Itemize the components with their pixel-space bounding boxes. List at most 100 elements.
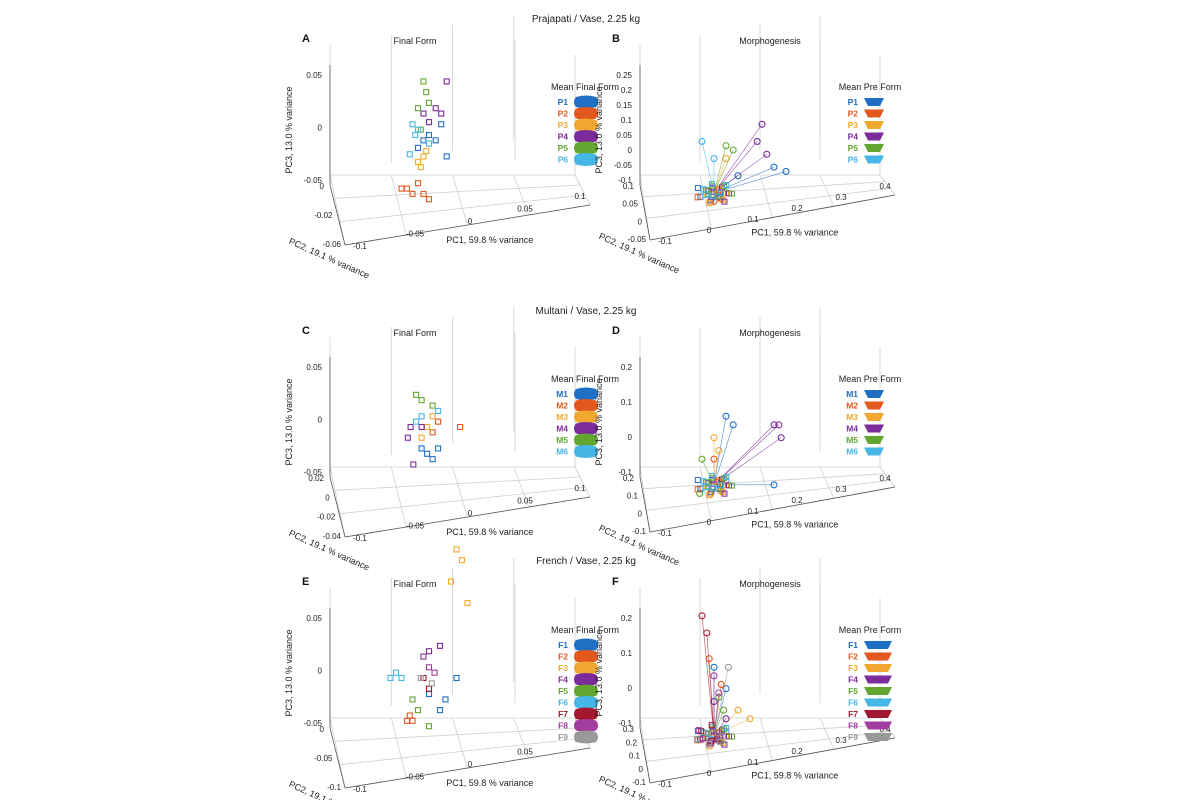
- data-point-m3: [429, 413, 436, 420]
- legend-title: Mean Final Form: [551, 82, 619, 92]
- x-tick-label: -0.1: [658, 529, 672, 538]
- legend-title: Mean Final Form: [551, 374, 619, 384]
- data-point-p5: [722, 142, 730, 150]
- data-point-f5: [414, 707, 422, 714]
- legend-swatch: [864, 687, 892, 695]
- data-point-m2: [435, 418, 442, 425]
- data-point-f5: [720, 706, 728, 714]
- data-point-p1: [420, 137, 427, 144]
- y-tick-label: 0: [638, 217, 643, 226]
- floor-gridline: [819, 466, 835, 499]
- data-point-p4: [420, 110, 427, 117]
- y-tick-label: -0.02: [317, 513, 336, 522]
- data-point-f8: [425, 664, 433, 671]
- legend-swatch: [574, 422, 598, 435]
- legend-swatch: [864, 401, 884, 410]
- legend-swatch: [864, 109, 884, 118]
- floor-gridline: [390, 174, 407, 236]
- legend-label: F7: [848, 709, 858, 719]
- y-tick-label: 0.1: [623, 182, 635, 191]
- x-axis-line: [649, 737, 896, 784]
- floor-gridline: [819, 174, 835, 207]
- cluster-point: [694, 728, 701, 735]
- cluster-point: [719, 489, 726, 496]
- x-tick-label: -0.05: [406, 522, 425, 531]
- data-point-f2: [409, 717, 416, 724]
- legend-label: P5: [848, 143, 859, 153]
- data-point-p1: [443, 153, 450, 160]
- z-tick-label: 0.1: [621, 116, 633, 125]
- x-tick-label: 0.2: [791, 496, 803, 505]
- floor-gridline: [329, 466, 346, 538]
- data-point-m3: [710, 434, 718, 442]
- legend-label: P1: [848, 97, 859, 107]
- floor-gridline: [819, 717, 835, 750]
- legend-title: Mean Pre Form: [839, 374, 902, 384]
- data-point-p2: [398, 185, 405, 192]
- cluster-point: [723, 181, 730, 188]
- legend-label: F5: [558, 686, 568, 696]
- cluster-point: [714, 485, 721, 492]
- legend-title: Mean Pre Form: [839, 625, 902, 635]
- legend-label: P4: [558, 132, 569, 142]
- trajectory-line: [713, 416, 727, 485]
- data-point-f8: [715, 689, 723, 697]
- legend-swatch: [864, 98, 884, 106]
- cluster-point: [708, 472, 715, 479]
- legend-swatch: [574, 433, 598, 447]
- z-tick-label: 0: [318, 667, 323, 676]
- data-point-f2: [717, 680, 725, 688]
- data-point-m6: [435, 407, 442, 414]
- x-tick-label: -0.05: [406, 230, 425, 239]
- floor-gridline: [759, 717, 773, 761]
- data-point-p4: [425, 119, 433, 126]
- x-tick-label: 0.4: [879, 474, 891, 483]
- data-point-p5: [420, 78, 427, 85]
- cluster-point: [714, 193, 721, 200]
- data-point-p2: [414, 180, 422, 187]
- legend-swatch: [864, 733, 892, 741]
- z-tick-label: 0: [318, 124, 323, 133]
- data-point-p5: [425, 99, 433, 106]
- panel-c-final-form: C Final Form 0.05 0 -0.05 PC3, 13.0 % varianc…: [284, 307, 619, 573]
- floor-gridline: [879, 466, 896, 488]
- panel-subtitle: Final Form: [393, 36, 436, 46]
- x-tick-label: -0.05: [406, 773, 425, 782]
- cluster-point: [708, 722, 715, 729]
- z-axis-label: PC3, 13.0 % variance: [594, 86, 604, 173]
- trajectory-line: [706, 632, 715, 736]
- data-point-p5: [414, 105, 422, 112]
- data-point-m2: [429, 429, 436, 436]
- x-axis-line: [649, 486, 896, 533]
- data-point-p5: [729, 146, 737, 154]
- data-point-f3: [464, 599, 471, 607]
- panel-letter: D: [612, 325, 620, 337]
- z-tick-label: 0: [318, 416, 323, 425]
- floor-gridline: [759, 466, 773, 510]
- y-tick-label: 0.2: [626, 738, 638, 747]
- z-tick-label: 0: [628, 684, 633, 693]
- panel-subtitle: Final Form: [393, 328, 436, 338]
- cluster-point: [694, 486, 701, 493]
- side-wall-edge: [879, 55, 896, 196]
- data-point-f3: [453, 546, 460, 553]
- floor-gridline: [329, 174, 346, 246]
- legend-label: F2: [848, 652, 858, 662]
- legend-swatch: [574, 638, 598, 652]
- legend-label: P1: [558, 97, 569, 107]
- z-axis-label: PC3, 13.0 % variance: [594, 378, 604, 465]
- data-point-p3: [423, 148, 430, 155]
- z-tick-label: 0.05: [306, 363, 322, 372]
- legend-swatch: [574, 387, 598, 401]
- z-axis-label: PC3, 13.0 % variance: [594, 629, 604, 716]
- data-point-f7: [703, 629, 711, 637]
- cluster-point: [728, 733, 735, 740]
- z-tick-label: 0: [628, 146, 633, 155]
- trajectory-line: [713, 171, 787, 194]
- y-tick-label: 0.05: [622, 200, 638, 209]
- z-axis-label: PC3, 13.0 % variance: [284, 378, 294, 465]
- y-axis-line: [639, 727, 651, 784]
- legend-label: M5: [846, 435, 858, 445]
- legend-label: F1: [848, 640, 858, 650]
- x-tick-label: -0.1: [353, 534, 367, 543]
